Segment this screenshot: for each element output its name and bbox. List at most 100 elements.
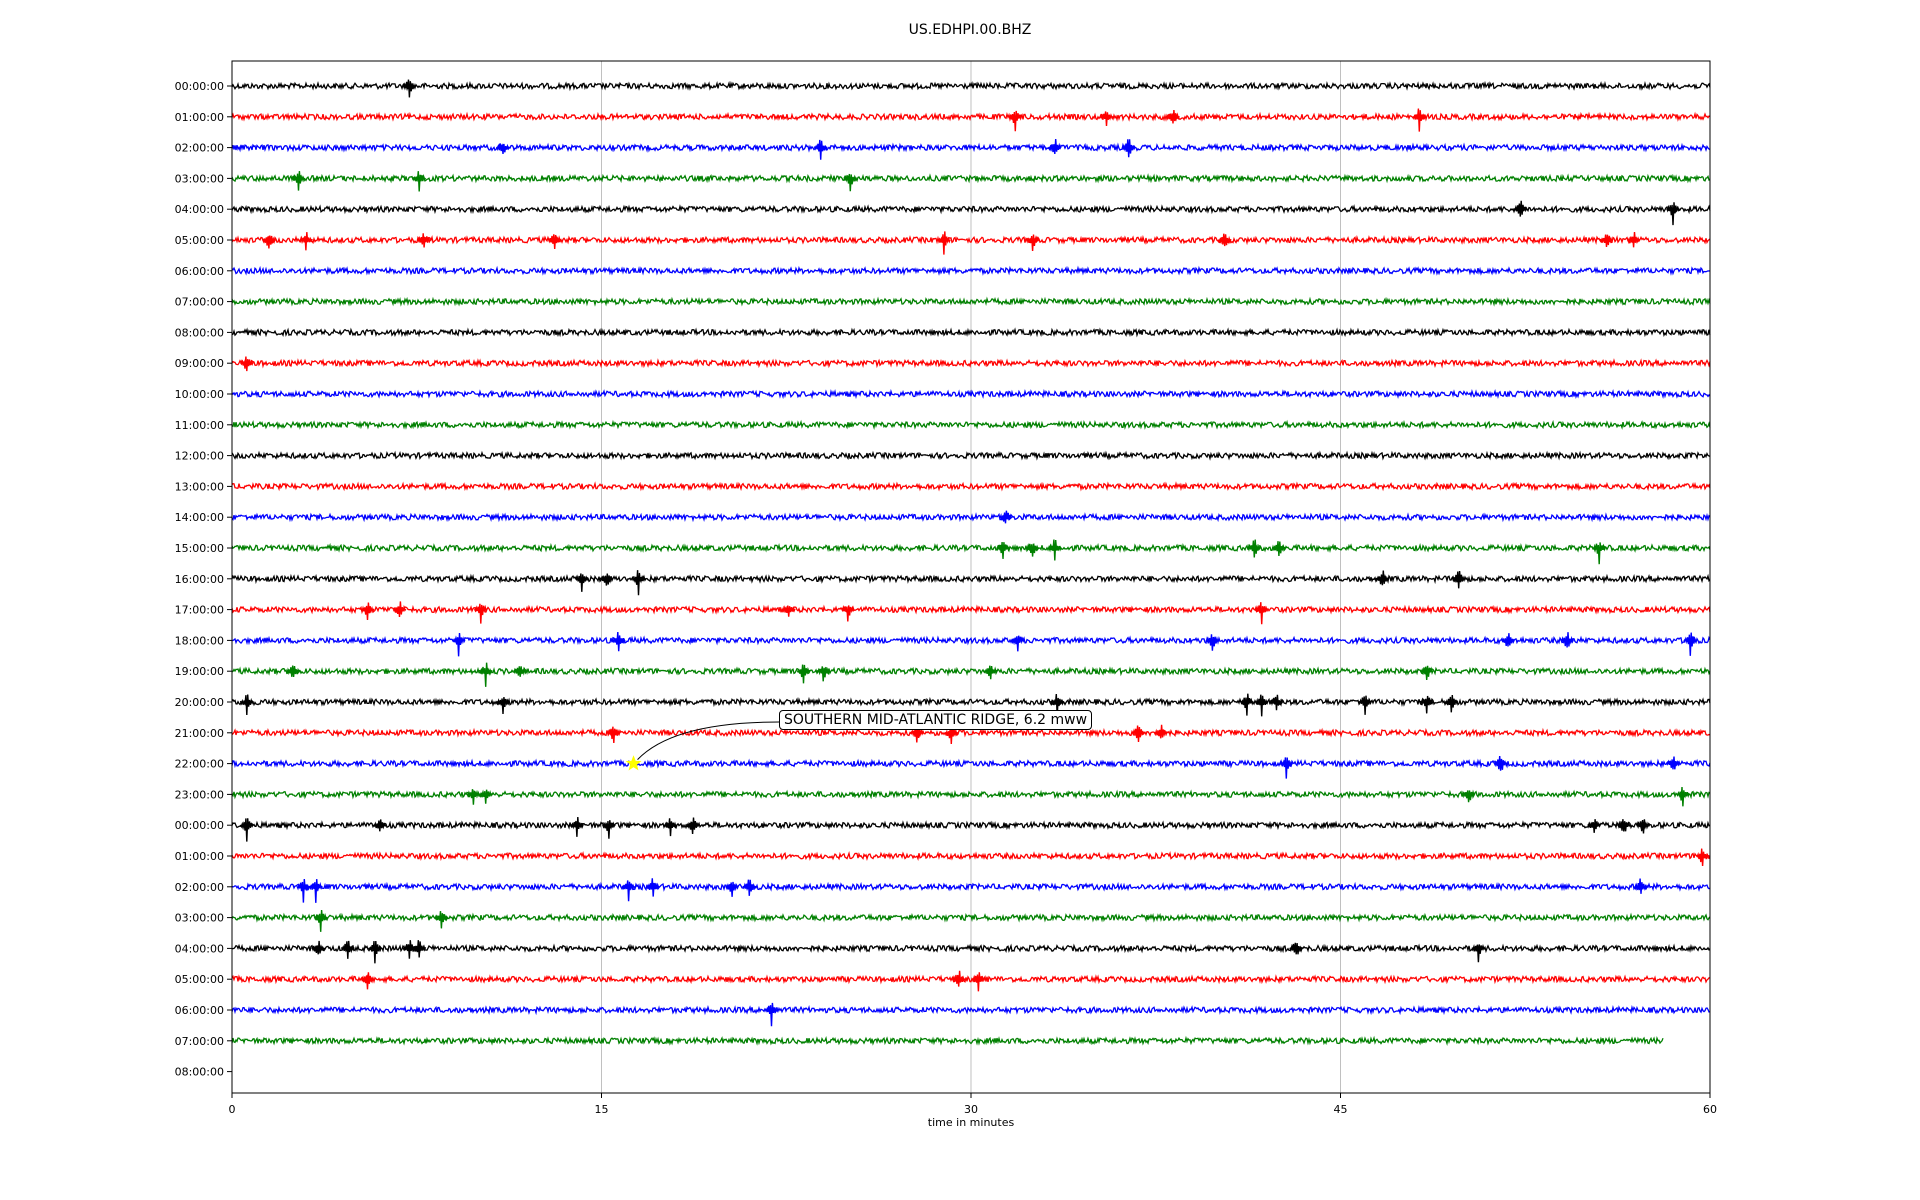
y-tick-label: 14:00:00 — [175, 511, 224, 524]
trace-row — [231, 820, 1711, 831]
event-burst — [1493, 755, 1508, 771]
y-tick-label: 04:00:00 — [175, 942, 224, 955]
y-tick-label: 23:00:00 — [175, 788, 224, 801]
y-tick-label: 08:00:00 — [175, 326, 224, 339]
event-burst — [1010, 635, 1025, 652]
x-tick-label: 45 — [1334, 1103, 1348, 1116]
event-burst — [1412, 108, 1427, 132]
event-burst — [402, 79, 417, 98]
event-burst — [937, 231, 951, 255]
y-tick-label: 20:00:00 — [175, 696, 224, 709]
y-tick-label: 19:00:00 — [175, 665, 224, 678]
trace-row — [231, 1004, 1711, 1016]
event-burst — [951, 970, 966, 987]
trace-row — [231, 142, 1711, 153]
trace-row — [231, 358, 1711, 369]
trace-row — [231, 234, 1711, 246]
event-burst — [299, 232, 313, 251]
event-burst — [451, 632, 466, 657]
y-tick-label: 01:00:00 — [175, 111, 224, 124]
event-burst — [998, 510, 1013, 524]
event-burst — [1375, 570, 1390, 586]
y-tick-label: 01:00:00 — [175, 850, 224, 863]
trace-row — [231, 512, 1711, 523]
event-burst — [1683, 632, 1698, 656]
event-burst — [1666, 202, 1680, 226]
event-burst — [1419, 665, 1434, 680]
event-burst — [368, 940, 382, 964]
trace-row — [231, 80, 1711, 92]
trace-row — [231, 850, 1711, 862]
event-burst — [311, 940, 326, 955]
trace-row — [231, 881, 1711, 893]
event-burst — [496, 143, 510, 154]
event-burst — [1025, 543, 1040, 557]
y-tick-label: 03:00:00 — [175, 172, 224, 185]
event-burst — [840, 604, 855, 622]
y-tick-label: 06:00:00 — [175, 265, 224, 278]
y-tick-label: 00:00:00 — [175, 819, 224, 832]
y-tick-label: 07:00:00 — [175, 1035, 224, 1048]
y-tick-label: 00:00:00 — [175, 80, 224, 93]
x-tick-label: 30 — [964, 1103, 978, 1116]
trace-row — [231, 265, 1711, 276]
annotation-arrow — [637, 721, 780, 760]
event-burst — [1269, 694, 1284, 711]
event-burst — [1695, 848, 1710, 867]
event-burst — [1239, 693, 1254, 716]
trace-row — [231, 542, 1711, 554]
event-burst — [239, 818, 254, 842]
event-burst — [1166, 110, 1180, 124]
event-burst — [1587, 819, 1602, 833]
event-burst — [360, 972, 375, 990]
event-burst — [1471, 943, 1486, 963]
event-burst — [392, 601, 407, 617]
trace-row — [231, 296, 1711, 307]
event-burst — [1247, 539, 1262, 558]
event-burst — [313, 909, 328, 932]
trace-row — [231, 974, 1711, 985]
event-burst — [1451, 570, 1466, 589]
event-burst — [631, 570, 646, 596]
trace-row — [231, 635, 1711, 646]
event-burst — [1675, 786, 1690, 807]
y-tick-label: 06:00:00 — [175, 1004, 224, 1017]
event-burst — [1289, 942, 1304, 955]
y-tick-label: 21:00:00 — [175, 727, 224, 740]
y-tick-label: 05:00:00 — [175, 234, 224, 247]
event-burst — [1592, 542, 1607, 565]
event-burst — [1501, 633, 1515, 647]
event-burst — [1461, 789, 1476, 803]
event-burst — [944, 724, 959, 745]
y-tick-label: 10:00:00 — [175, 388, 224, 401]
event-burst — [1047, 539, 1062, 561]
trace-row — [231, 327, 1711, 338]
y-tick-label: 07:00:00 — [175, 296, 224, 309]
event-burst — [599, 573, 614, 586]
event-burst — [261, 235, 276, 249]
event-burst — [1271, 541, 1286, 557]
trace-row — [231, 419, 1711, 430]
event-burst — [417, 233, 432, 248]
event-burst — [1025, 234, 1040, 252]
event-burst — [646, 878, 661, 897]
y-tick-label: 09:00:00 — [175, 357, 224, 370]
event-burst — [496, 697, 510, 714]
y-tick-label: 18:00:00 — [175, 634, 224, 647]
event-burst — [1153, 724, 1168, 739]
event-burst — [1666, 756, 1680, 770]
y-tick-label: 15:00:00 — [175, 542, 224, 555]
trace-row — [231, 481, 1711, 492]
y-tick-label: 17:00:00 — [175, 604, 224, 617]
event-burst — [1279, 757, 1294, 779]
event-star-marker — [625, 755, 642, 771]
x-axis: 0 15 30 45 60 — [229, 1093, 1717, 1116]
event-burst — [1616, 819, 1631, 832]
y-tick-label: 04:00:00 — [175, 203, 224, 216]
trace-row — [231, 388, 1711, 400]
y-tick-label: 03:00:00 — [175, 912, 224, 925]
event-burst — [1626, 232, 1641, 248]
x-tick-label: 60 — [1703, 1103, 1717, 1116]
y-tick-label: 22:00:00 — [175, 758, 224, 771]
event-burst — [296, 878, 311, 903]
